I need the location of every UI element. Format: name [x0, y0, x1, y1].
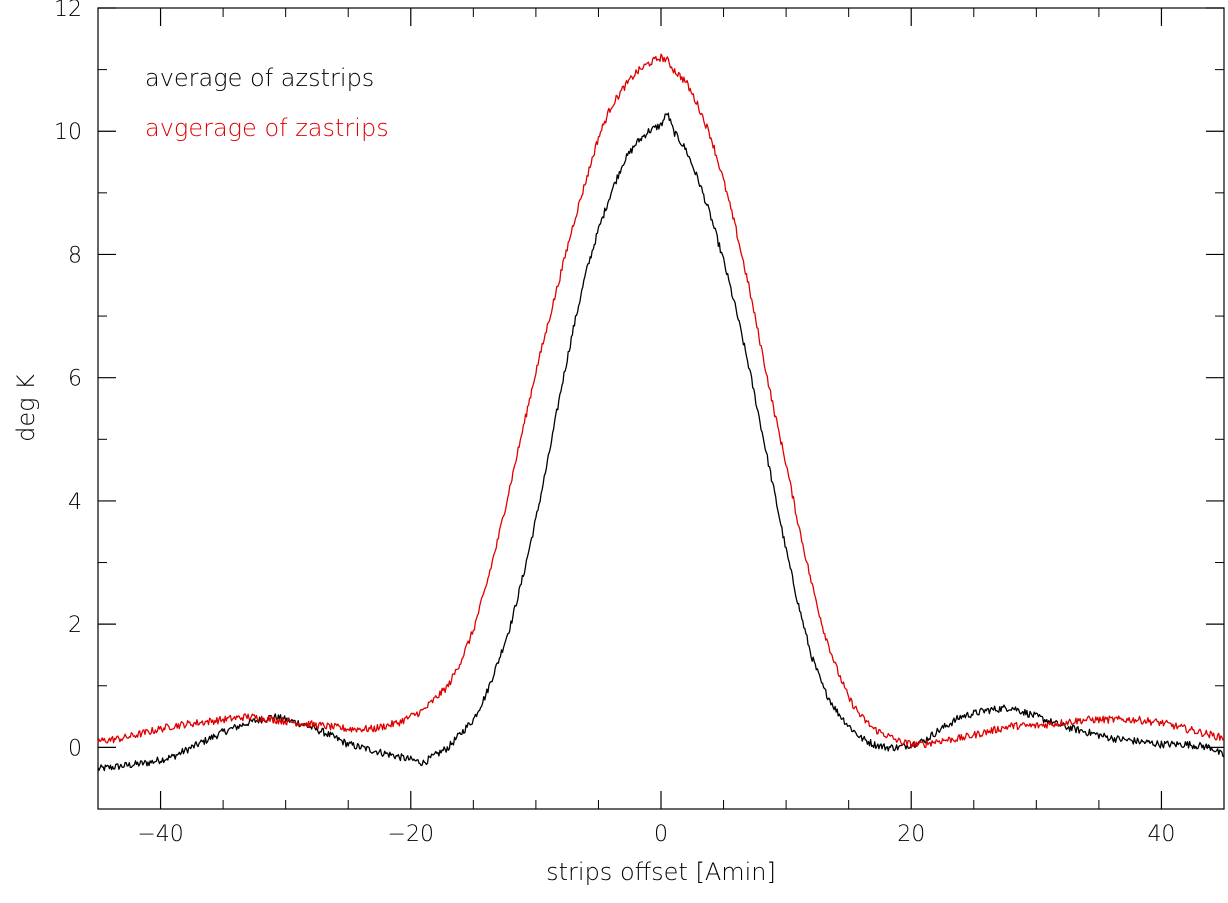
- y-tick-label-6: 12: [54, 0, 82, 22]
- y-axis-title: deg K: [12, 374, 40, 442]
- tick-labels: −40 −20 0 20 40 0 2 4 6 8 10 12: [54, 0, 1175, 847]
- y-tick-label-0: 0: [68, 736, 82, 761]
- legend: average of azstrips avgerage of zastrips: [145, 64, 389, 142]
- x-axis-title: strips offset [Amin]: [546, 858, 776, 886]
- y-tick-label-3: 6: [68, 367, 82, 392]
- x-tick-label-3: 20: [897, 822, 925, 847]
- series-layer: [97, 53, 1225, 772]
- x-tick-label-2: 0: [654, 822, 668, 847]
- legend-entry-1: avgerage of zastrips: [145, 114, 389, 142]
- x-tick-label-0: −40: [137, 822, 183, 847]
- y-tick-label-5: 10: [54, 120, 82, 145]
- y-tick-label-4: 8: [68, 243, 82, 268]
- y-tick-label-2: 4: [68, 490, 82, 515]
- axis-ticks: [97, 7, 1225, 810]
- x-tick-label-1: −20: [388, 822, 434, 847]
- series-line-1: [97, 53, 1225, 749]
- series-line-0: [97, 112, 1225, 772]
- y-tick-label-1: 2: [68, 613, 82, 638]
- x-tick-label-4: 40: [1147, 822, 1175, 847]
- legend-entry-0: average of azstrips: [145, 64, 374, 92]
